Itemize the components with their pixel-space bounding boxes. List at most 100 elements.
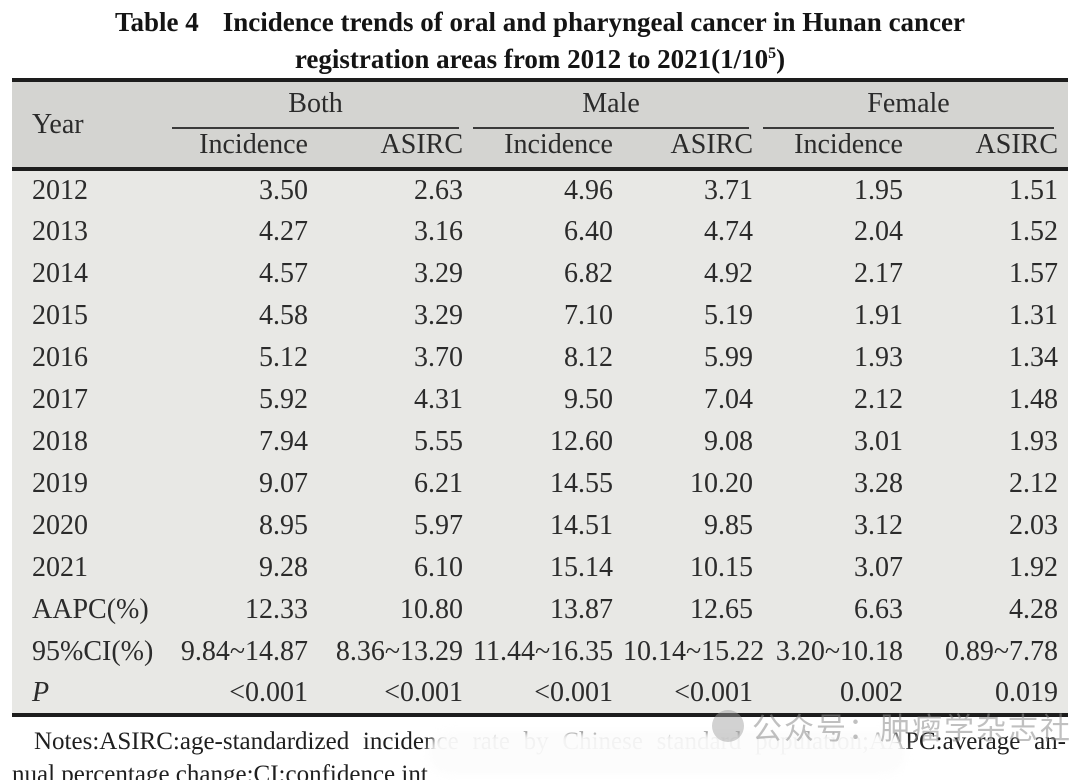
table-cell: 12.60 [550,426,613,457]
table-cell: 2.12 [1009,468,1059,499]
col-header-both-asirc: ASIRC [318,129,473,171]
table-cell: 7.94 [259,426,308,457]
table-cell: 7.10 [564,300,613,331]
table-cell: 1.31 [1009,300,1059,331]
table-cell: 3.01 [854,426,903,457]
table-title-text: Incidence trends of oral and pharyngeal … [222,7,966,37]
col-header-male-asirc: ASIRC [623,129,763,171]
col-header-female-asirc: ASIRC [913,129,1069,171]
table-cell: 14.51 [550,510,613,541]
table-cell: <0.001 [534,677,613,708]
table-cell: 6.40 [564,216,613,247]
col-header-male-incidence: Incidence [473,129,623,171]
table-cell: 2.63 [414,175,463,206]
row-label: 2021 [32,552,88,583]
table-cell: 3.50 [259,175,308,206]
table-cell: 10.20 [690,468,753,499]
table-cell: 1.93 [1009,426,1059,457]
table-cell: 2.17 [854,258,903,289]
table-cell: 1.95 [854,175,903,206]
row-label: 2018 [32,426,88,457]
table-cell: 3.29 [414,300,463,331]
table-row: 2016 5.12 3.70 8.12 5.99 1.93 1.34 [12,337,1068,379]
table-cell: 9.84~14.87 [180,636,308,667]
table-cell: <0.001 [229,677,308,708]
table-title-line2: registration areas from 2012 to 2021(1/1… [294,44,786,74]
table-cell: 9.07 [259,468,308,499]
table-cell: 12.65 [690,594,753,625]
col-group-male: Male [473,82,763,129]
table-row: P <0.001 <0.001 <0.001 <0.001 0.002 0.019 [12,673,1068,715]
row-label: 2017 [32,384,88,415]
watermark-logo-icon [712,710,744,742]
row-label: 95%CI(%) [32,636,154,667]
table-cell: 3.70 [414,342,463,373]
row-label: AAPC(%) [32,594,149,625]
col-header-year: Year [12,82,172,171]
table-cell: 9.50 [564,384,613,415]
table-cell: 5.12 [259,342,308,373]
row-label: 2013 [32,216,88,247]
table-cell: 5.55 [414,426,463,457]
table-cell: 15.14 [550,552,613,583]
table-cell: 4.74 [704,216,753,247]
table-cell: 10.14~15.22 [623,636,765,667]
table-cell: 4.57 [259,258,308,289]
table-number-label: Table 4 [114,7,199,37]
row-label: 2020 [32,510,88,541]
table-cell: 9.85 [704,510,753,541]
table-cell: 6.21 [414,468,463,499]
table-cell: 2.03 [1009,510,1059,541]
table-row: AAPC(%) 12.33 10.80 13.87 12.65 6.63 4.28 [12,589,1068,631]
table-cell: 3.71 [704,175,753,206]
table-cell: 3.28 [854,468,903,499]
table-wrapper: Year Both Male Female Incidence ASIRC In… [12,78,1069,717]
table-cell: 0.89~7.78 [944,636,1059,667]
blur-smudge [428,731,906,775]
table-cell: 14.55 [550,468,613,499]
table-cell: 6.63 [854,594,903,625]
table-cell: 5.97 [414,510,463,541]
table-cell: 4.27 [259,216,308,247]
table-cell: 2.04 [854,216,903,247]
row-label: P [32,677,50,708]
table-cell: 10.80 [400,594,463,625]
row-label: 2015 [32,300,88,331]
table-cell: <0.001 [384,677,463,708]
superscript-5: 5 [768,45,777,62]
table-title-line1: Table 4 Incidence trends of oral and phar… [0,7,1080,38]
table-cell: 5.92 [259,384,308,415]
table-row: 2012 3.50 2.63 4.96 3.71 1.95 1.51 [12,169,1068,211]
table-row: 2017 5.92 4.31 9.50 7.04 2.12 1.48 [12,379,1068,421]
table-row: 2014 4.57 3.29 6.82 4.92 2.17 1.57 [12,253,1068,295]
table-row: 2021 9.28 6.10 15.14 10.15 3.07 1.92 [12,547,1068,589]
table-cell: 6.10 [414,552,463,583]
row-label: 2014 [32,258,88,289]
table-cell: 3.12 [854,510,903,541]
row-label: 2016 [32,342,88,373]
table-row: 2015 4.58 3.29 7.10 5.19 1.91 1.31 [12,295,1068,337]
table-cell: 1.92 [1009,552,1059,583]
table-cell: 8.12 [564,342,613,373]
table-cell: 12.33 [245,594,308,625]
table-cell: 8.95 [259,510,308,541]
table-cell: 3.07 [854,552,903,583]
table-cell: 4.92 [704,258,753,289]
table-cell: 7.04 [704,384,753,415]
notes-line-2: nual percentage change;CI:confidence int [12,761,428,780]
table-cell: 9.28 [259,552,308,583]
incidence-table: Year Both Male Female Incidence ASIRC In… [12,82,1069,717]
table-cell: 9.08 [704,426,753,457]
table-cell: 1.48 [1009,384,1059,415]
row-label: 2012 [32,175,88,206]
table-cell: 1.34 [1009,342,1059,373]
table-row: 2019 9.07 6.21 14.55 10.20 3.28 2.12 [12,463,1068,505]
table-cell: 1.93 [854,342,903,373]
table-top-rule [12,78,1068,82]
table-cell: 3.29 [414,258,463,289]
row-label: 2019 [32,468,88,499]
table-cell: 1.51 [1009,175,1059,206]
table-cell: 0.019 [995,677,1059,708]
table-header: Year Both Male Female Incidence ASIRC In… [12,82,1069,171]
table-cell: 13.87 [550,594,613,625]
